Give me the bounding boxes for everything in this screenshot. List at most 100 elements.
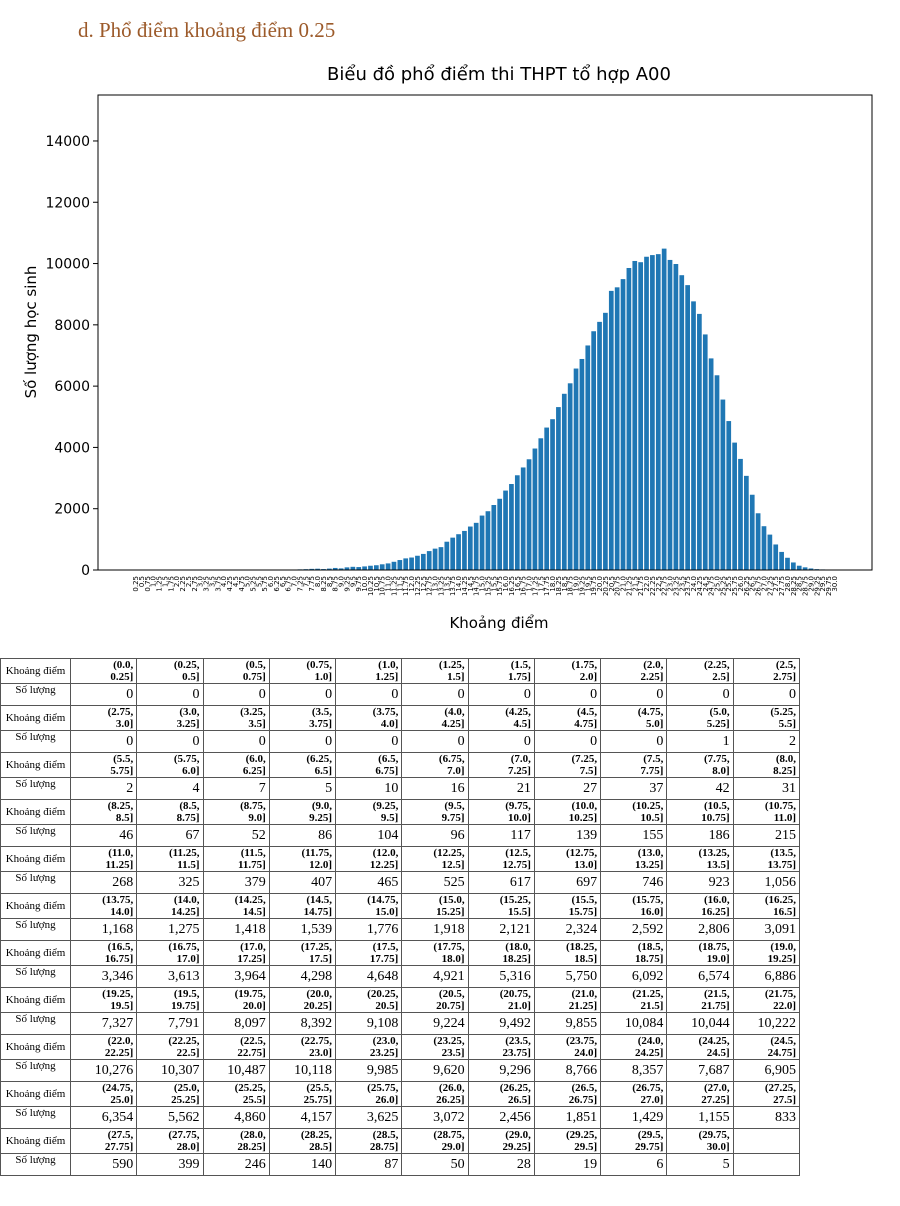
x-tick-label: 26.0 [737, 576, 745, 592]
bar [544, 427, 550, 570]
interval-text: (18.75, 19.0] [698, 941, 730, 965]
count-cell: 9,620 [401, 1059, 469, 1082]
count-cell: 0 [401, 683, 469, 706]
bar [426, 551, 432, 570]
count-cell: 9,855 [533, 1012, 602, 1035]
bar [491, 505, 497, 570]
count-row: Số lượng 268 325 379 407 465 525 617 697 746 923 1,… [0, 871, 801, 894]
count-cell: 37 [600, 777, 668, 800]
row-label: Số lượng [0, 871, 71, 894]
interval-row: Khoảng điểm (5.5, 5.75] (5.75, 6.0] (6.0, 6… [0, 752, 801, 778]
interval-text: (12.5, 12.75] [502, 847, 531, 871]
x-tick-label: 1.5 [161, 576, 169, 587]
x-tick-label: 3.25 [203, 576, 211, 592]
interval-text: (6.75, 7.0] [438, 753, 465, 777]
count-cell: 3,072 [401, 1106, 469, 1129]
interval-cell: (27.0, 27.25] [666, 1081, 734, 1107]
count-cell: 6 [600, 1153, 668, 1176]
interval-cell: (17.0, 17.25] [202, 940, 270, 966]
interval-cell: (19.25, 19.5] [69, 987, 138, 1013]
interval-text: (26.75, 27.0] [632, 1082, 664, 1106]
interval-text: (20.25, 20.5] [367, 988, 399, 1012]
y-tick-label: 12000 [45, 195, 90, 211]
bar [456, 534, 461, 570]
count-cell: 50 [401, 1153, 469, 1176]
bar [550, 419, 555, 570]
x-tick-label: 0.25 [132, 576, 140, 592]
interval-text: (23.5, 23.75] [502, 1035, 531, 1059]
bar [356, 567, 362, 570]
interval-text: (25.25, 25.5] [234, 1082, 266, 1106]
interval-cell: (4.25, 4.5] [467, 705, 535, 731]
count-cell: 4,860 [202, 1106, 270, 1129]
count-cell: 9,492 [467, 1012, 535, 1035]
bar [591, 331, 597, 570]
count-cell: 407 [268, 871, 337, 894]
count-cell: 215 [732, 824, 801, 847]
interval-cell: (10.0, 10.25] [533, 799, 602, 825]
count-cell: 104 [335, 824, 403, 847]
interval-cell: (16.0, 16.25] [666, 893, 734, 919]
interval-cell: (9.0, 9.25] [268, 799, 337, 825]
interval-text: (26.5, 26.75] [568, 1082, 598, 1106]
count-cell: 1 [666, 730, 734, 753]
bar [738, 458, 743, 570]
bar [373, 565, 379, 570]
interval-cell: (20.25, 20.5] [335, 987, 403, 1013]
count-cell: 2 [69, 777, 138, 800]
interval-row: Khoảng điểm (13.75, 14.0] (14.0, 14.25] (14… [0, 893, 801, 919]
interval-cell: (13.5, 13.75] [732, 846, 801, 872]
bar [379, 564, 385, 570]
interval-cell: (23.5, 23.75] [467, 1034, 535, 1060]
x-tick-label: 22.0 [643, 576, 651, 592]
count-row: Số lượng 1,168 1,275 1,418 1,539 1,776 1,918 2,… [0, 918, 801, 941]
interval-cell: (7.0, 7.25] [467, 752, 535, 778]
interval-text: (17.25, 17.5] [300, 941, 333, 965]
x-tick-label: 6.0 [267, 576, 275, 587]
row-label: Khoảng điểm [0, 1034, 71, 1060]
count-cell: 325 [136, 871, 204, 894]
bar [714, 375, 720, 570]
interval-cell: (11.75, 12.0] [268, 846, 337, 872]
interval-cell: (7.75, 8.0] [666, 752, 734, 778]
bar [385, 563, 391, 570]
bar [450, 537, 456, 570]
x-tick-label: 25.75 [731, 576, 739, 596]
x-tick-label: 5.75 [261, 576, 269, 592]
bar [608, 290, 614, 570]
interval-text: (2.0, 2.25] [640, 659, 664, 683]
interval-text: (9.75, 10.0] [505, 800, 531, 824]
interval-text: (0.25, 0.5] [173, 659, 200, 683]
x-tick-label: 13.0 [432, 576, 440, 592]
interval-row: Khoảng điểm (16.5, 16.75] (16.75, 17.0] (17… [0, 940, 801, 966]
count-cell: 8,097 [202, 1012, 270, 1035]
bar [802, 567, 808, 570]
interval-cell: (6.0, 6.25] [202, 752, 270, 778]
interval-cell: (6.75, 7.0] [401, 752, 469, 778]
row-label: Số lượng [0, 965, 71, 988]
interval-text: (8.25, 8.5] [107, 800, 134, 824]
count-cell: 7,791 [136, 1012, 204, 1035]
count-cell: 10,044 [666, 1012, 734, 1035]
count-cell: 5 [268, 777, 337, 800]
interval-cell: (23.0, 23.25] [335, 1034, 403, 1060]
row-label: Khoảng điểm [0, 1081, 71, 1107]
x-tick-label: 5.0 [244, 576, 252, 587]
interval-text: (23.25, 23.5] [433, 1035, 465, 1059]
x-tick-label: 0.75 [144, 576, 152, 592]
count-cell: 19 [533, 1153, 602, 1176]
x-tick-label: 28.5 [796, 576, 804, 592]
interval-text: (4.5, 4.75] [574, 706, 598, 730]
bar [503, 490, 508, 570]
bar [438, 547, 444, 570]
y-tick-label: 2000 [54, 502, 90, 518]
interval-cell: (14.5, 14.75] [268, 893, 337, 919]
x-tick-label: 27.75 [778, 576, 786, 596]
bar [620, 279, 626, 570]
interval-text: (21.75, 22.0] [764, 988, 796, 1012]
x-tick-label: 18.0 [549, 576, 557, 592]
interval-text: (13.0, 13.25] [634, 847, 664, 871]
interval-cell: (12.25, 12.5] [401, 846, 469, 872]
interval-text: (11.25, 11.5] [168, 847, 200, 871]
bar [473, 522, 479, 570]
